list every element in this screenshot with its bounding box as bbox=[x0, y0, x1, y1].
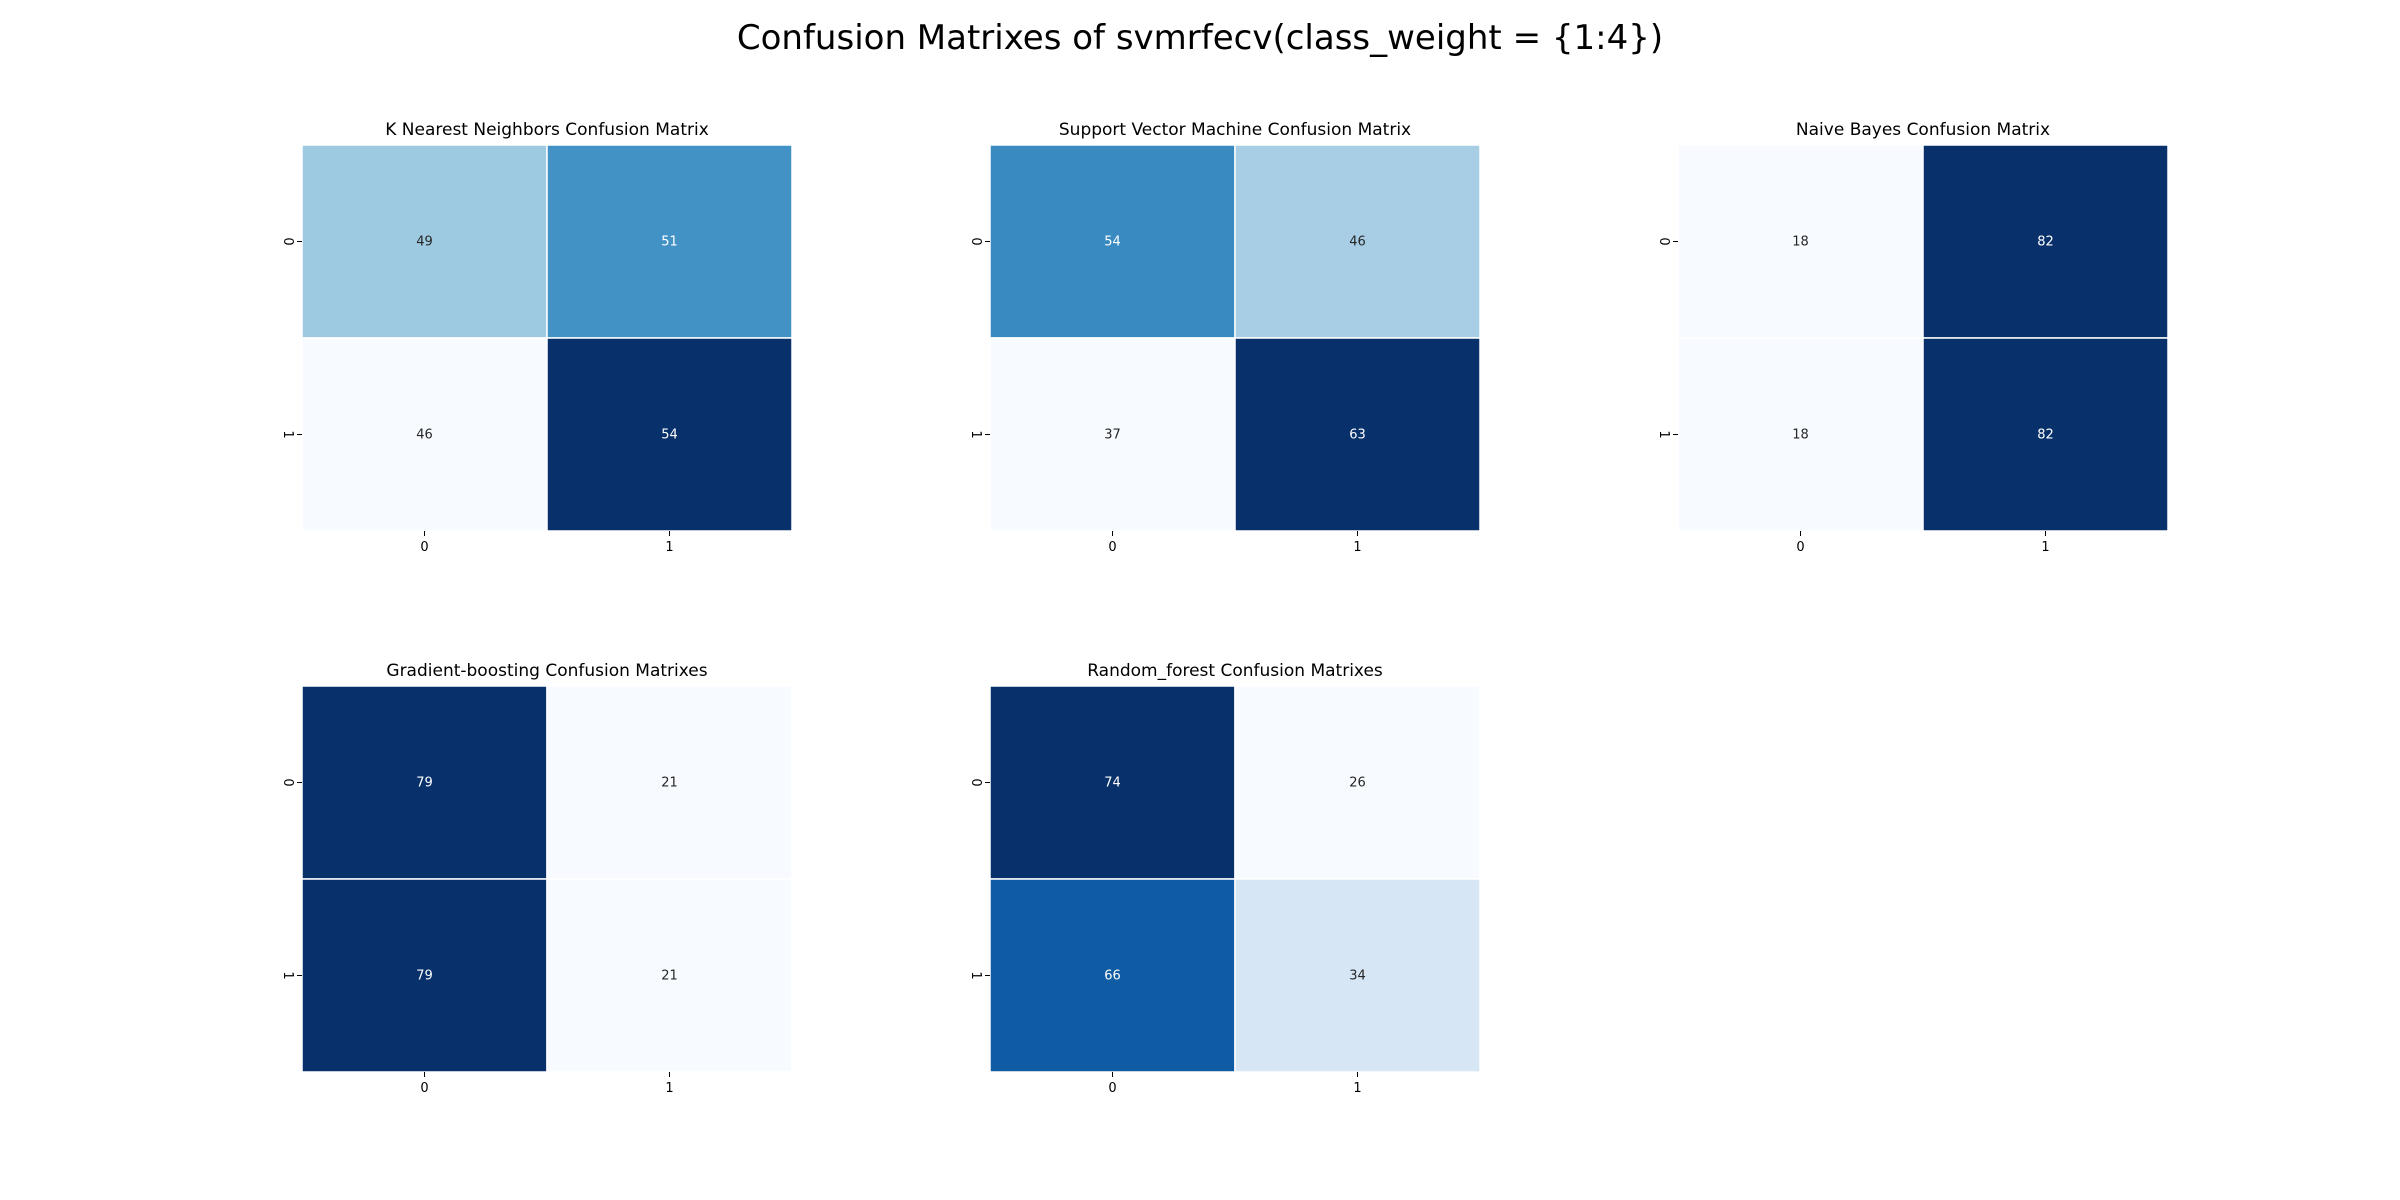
cell-value-label: 21 bbox=[661, 969, 678, 984]
cell-value-label: 46 bbox=[1349, 235, 1366, 250]
heatmap-cell bbox=[1922, 144, 2169, 339]
heatmap-cell bbox=[1922, 337, 2169, 532]
x-tick-label: 0 bbox=[1108, 540, 1116, 555]
cell-value-label: 34 bbox=[1349, 969, 1366, 984]
cell-value-label: 18 bbox=[1792, 428, 1809, 443]
x-tick-label: 1 bbox=[665, 1081, 673, 1096]
cell-value-label: 21 bbox=[661, 776, 678, 791]
cell-value-label: 54 bbox=[661, 428, 678, 443]
naive-bayes-confusion-matrix: Naive Bayes Confusion Matrix 18 82 18 82 0 1 0 1 bbox=[1656, 120, 2169, 555]
y-tick-label: 1 bbox=[968, 430, 983, 438]
x-tick-label: 0 bbox=[1108, 1081, 1116, 1096]
svm-confusion-matrix: Support Vector Machine Confusion Matrix 5… bbox=[968, 120, 1481, 555]
heatmap-cell bbox=[546, 337, 793, 532]
cell-value-label: 54 bbox=[1104, 235, 1121, 250]
heatmap-cell bbox=[1234, 685, 1481, 880]
panel-title: Random_forest Confusion Matrixes bbox=[1087, 661, 1383, 681]
x-tick-label: 1 bbox=[1353, 1081, 1361, 1096]
y-tick-label: 0 bbox=[280, 778, 295, 786]
heatmap-cell bbox=[1677, 337, 1924, 532]
y-tick-label: 0 bbox=[968, 778, 983, 786]
x-tick-label: 1 bbox=[1353, 540, 1361, 555]
heatmap-cell bbox=[989, 337, 1236, 532]
y-tick-label: 1 bbox=[1656, 430, 1671, 438]
panel-title: Gradient-boosting Confusion Matrixes bbox=[386, 661, 707, 681]
x-tick-label: 1 bbox=[2041, 540, 2049, 555]
cell-value-label: 18 bbox=[1792, 235, 1809, 250]
heatmap-cell bbox=[546, 878, 793, 1073]
heatmap-cell bbox=[301, 685, 548, 880]
cell-value-label: 63 bbox=[1349, 428, 1366, 443]
panel-title: Naive Bayes Confusion Matrix bbox=[1796, 120, 2050, 140]
heatmap-cell bbox=[1234, 878, 1481, 1073]
heatmap-cell bbox=[301, 337, 548, 532]
cell-value-label: 49 bbox=[416, 235, 433, 250]
random-forest-confusion-matrix: Random_forest Confusion Matrixes 74 26 66 34… bbox=[968, 661, 1481, 1096]
heatmap-cell bbox=[1234, 144, 1481, 339]
cell-value-label: 46 bbox=[416, 428, 433, 443]
x-tick-label: 1 bbox=[665, 540, 673, 555]
y-tick-label: 0 bbox=[968, 237, 983, 245]
y-tick-label: 0 bbox=[280, 237, 295, 245]
cell-value-label: 79 bbox=[416, 969, 433, 984]
heatmap-cell bbox=[546, 685, 793, 880]
x-tick-label: 0 bbox=[1796, 540, 1804, 555]
cell-value-label: 26 bbox=[1349, 776, 1366, 791]
cell-value-label: 82 bbox=[2037, 235, 2054, 250]
heatmap-cell bbox=[546, 144, 793, 339]
knn-confusion-matrix: K Nearest Neighbors Confusion Matrix 49 51… bbox=[280, 120, 793, 555]
x-tick-label: 0 bbox=[420, 540, 428, 555]
y-tick-label: 0 bbox=[1656, 237, 1671, 245]
cell-value-label: 37 bbox=[1104, 428, 1121, 443]
heatmap-cell bbox=[989, 878, 1236, 1073]
y-tick-label: 1 bbox=[968, 971, 983, 979]
y-tick-label: 1 bbox=[280, 430, 295, 438]
gradient-boosting-confusion-matrix: Gradient-boosting Confusion Matrixes 79 21… bbox=[280, 661, 793, 1096]
cell-value-label: 66 bbox=[1104, 969, 1121, 984]
x-tick-label: 0 bbox=[420, 1081, 428, 1096]
panel-title: K Nearest Neighbors Confusion Matrix bbox=[385, 120, 709, 140]
cell-value-label: 51 bbox=[661, 235, 678, 250]
cell-value-label: 74 bbox=[1104, 776, 1121, 791]
heatmap-cell bbox=[301, 878, 548, 1073]
cell-value-label: 79 bbox=[416, 776, 433, 791]
cell-value-label: 82 bbox=[2037, 428, 2054, 443]
figure-title: Confusion Matrixes of svmrfecv(class_wei… bbox=[736, 18, 1664, 58]
panel-title: Support Vector Machine Confusion Matrix bbox=[1059, 120, 1411, 140]
y-tick-label: 1 bbox=[280, 971, 295, 979]
heatmap-cell bbox=[1234, 337, 1481, 532]
heatmap-cell bbox=[301, 144, 548, 339]
heatmap-cell bbox=[989, 685, 1236, 880]
